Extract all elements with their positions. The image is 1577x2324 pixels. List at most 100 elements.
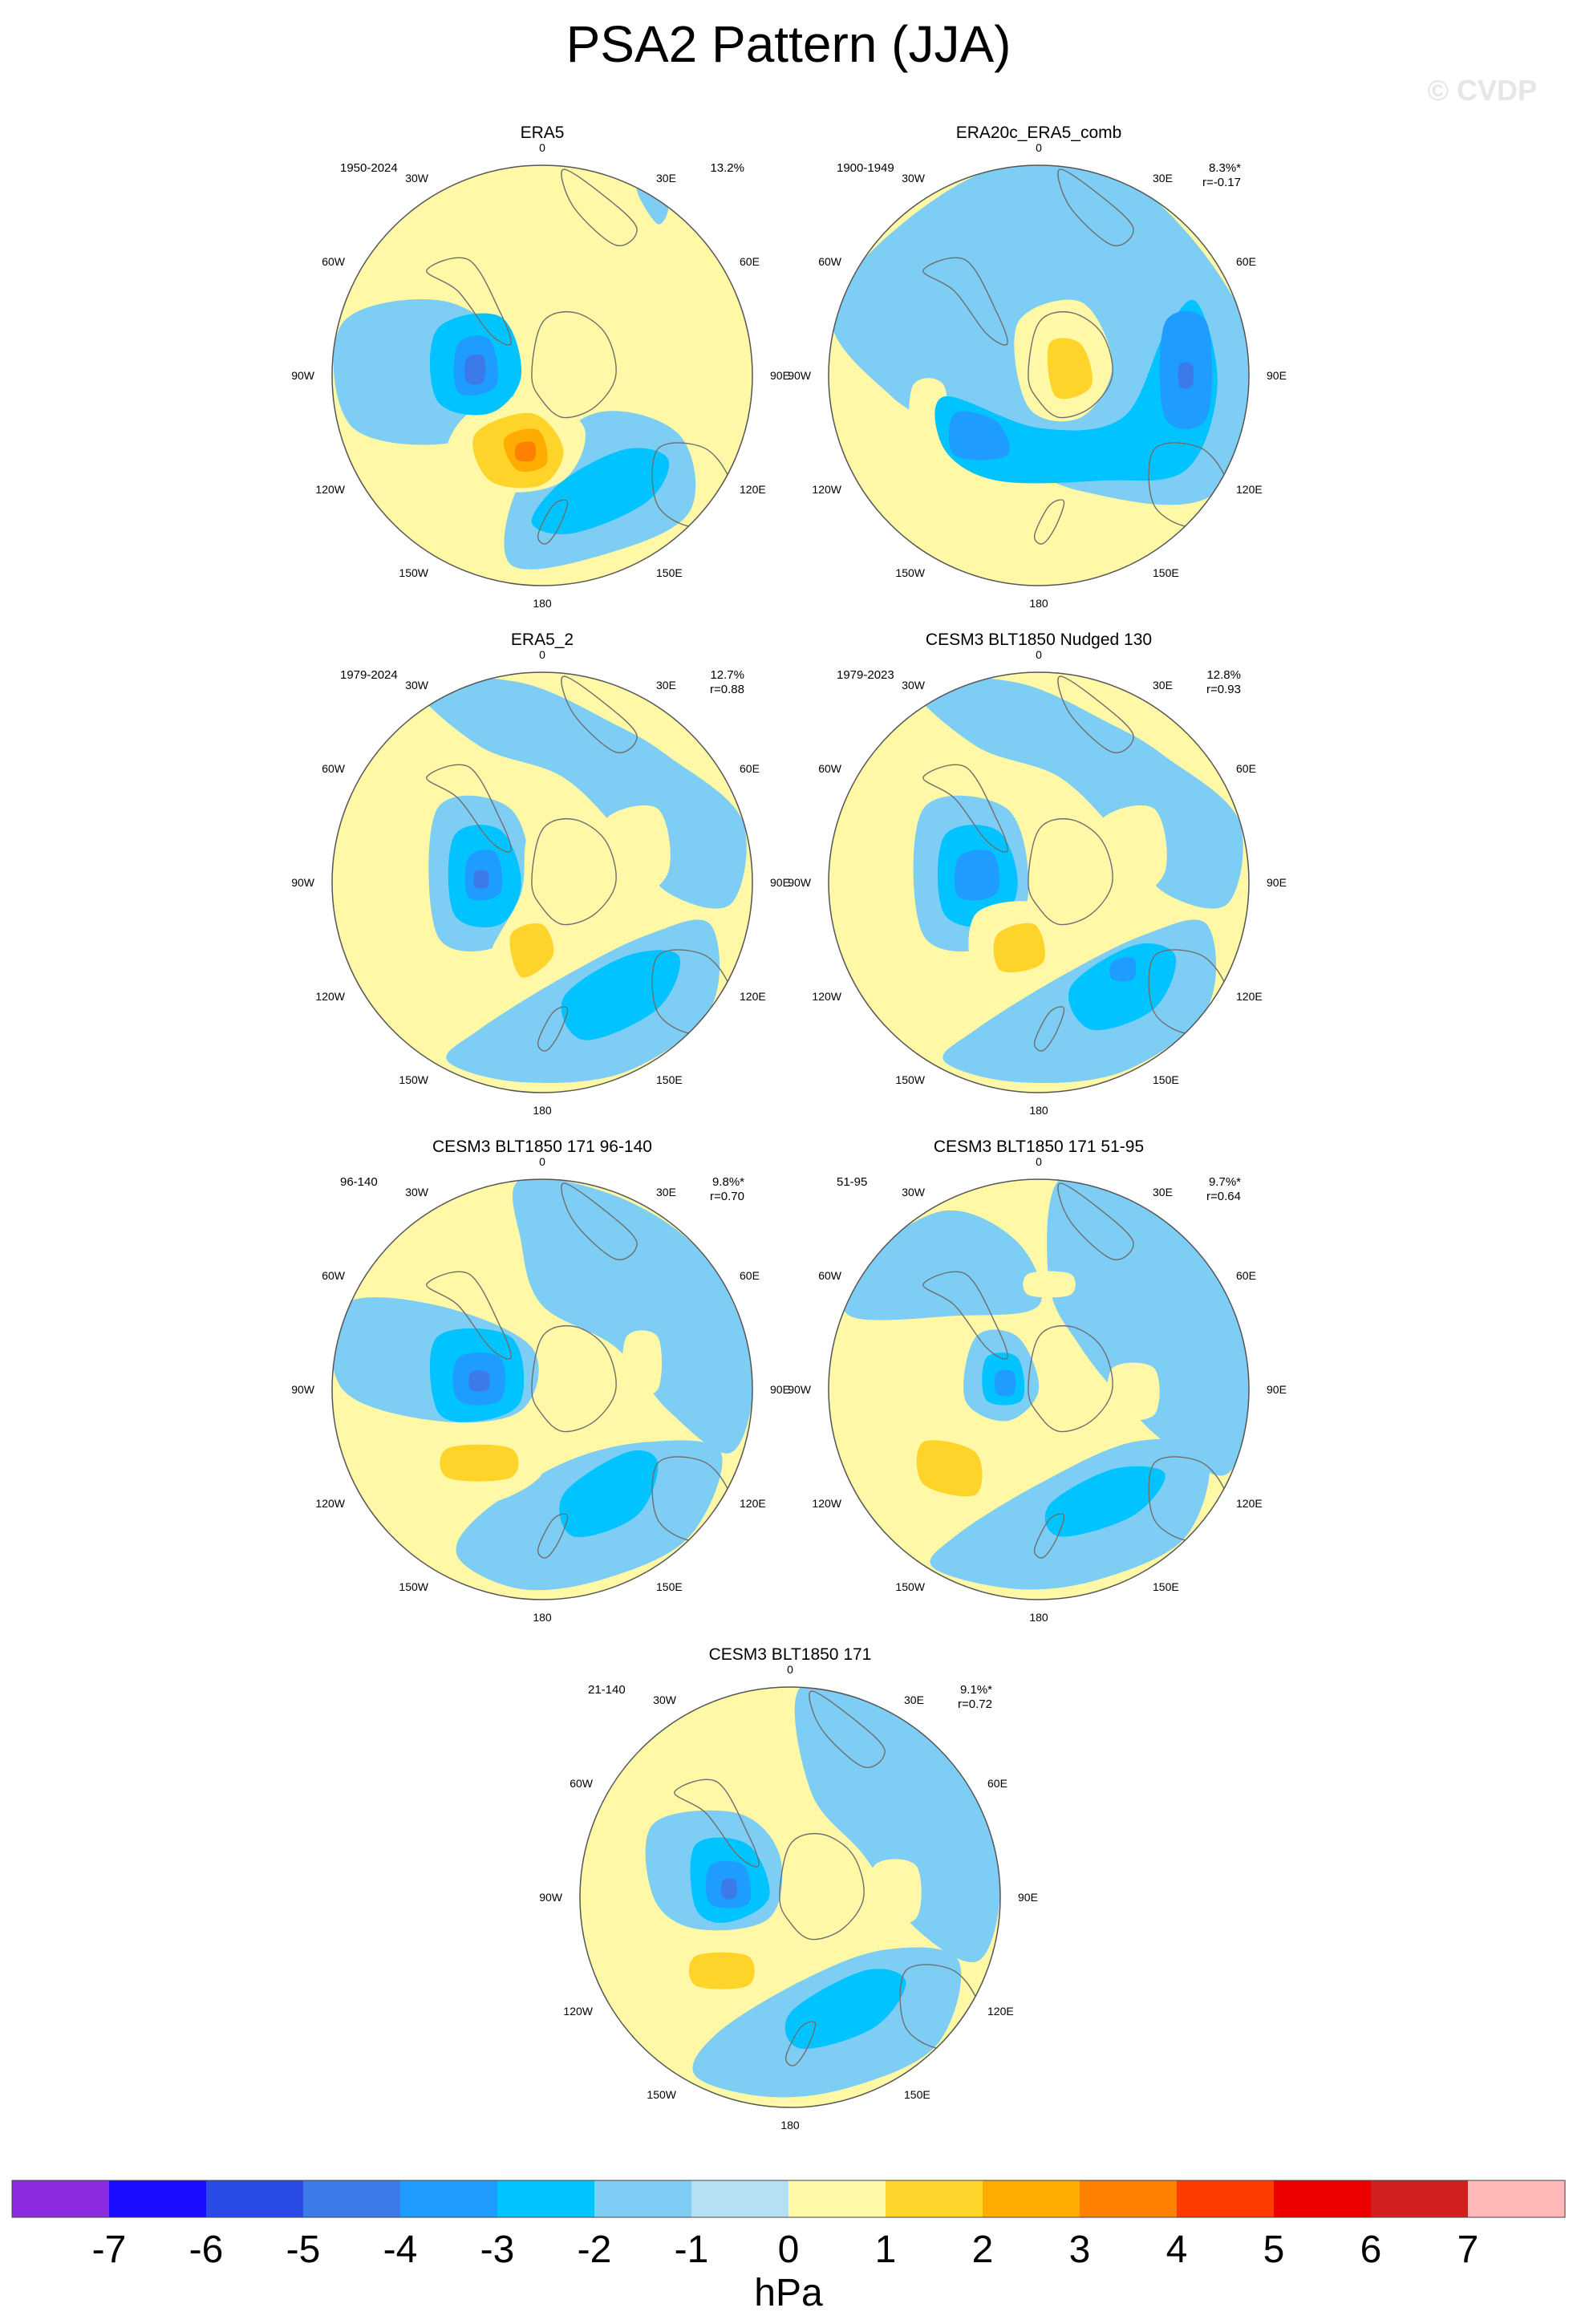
longitude-label: 30W [653,1693,677,1706]
longitude-label: 150W [895,1073,925,1086]
longitude-label: 0 [539,648,545,661]
period-label: 1950-2024 [340,161,398,175]
land-outline [809,1690,886,1769]
land-outline [1057,675,1134,754]
longitude-label: 90W [788,1383,812,1396]
contour-region [721,1878,737,1900]
panels-layer: 0 30E 60E 90E 120E 150E 180 150W 120W 90W 60W 30W ER… [291,124,1287,2131]
longitude-label: 150W [399,1073,428,1086]
map-panel: 0 30E 60E 90E 120E 150E 180 150W 120W 90W 60W 30W CE… [788,1138,1287,1624]
contour-region [1023,1271,1076,1298]
longitude-label: 60E [740,762,760,775]
panel-title: ERA5_2 [511,631,574,649]
map-field [580,1687,1000,2107]
longitude-label: 120W [315,1497,345,1510]
longitude-label: 60W [818,762,842,775]
longitude-label: 60E [740,1269,760,1282]
longitude-label: 150E [1153,566,1179,579]
longitude-label: 180 [533,597,552,610]
period-label: 51-95 [837,1175,867,1189]
longitude-label: 150E [1153,1073,1179,1086]
longitude-label: 30W [405,679,429,692]
period-label: 1979-2024 [340,668,398,682]
land-outline [561,1182,638,1261]
land-outline [426,764,512,853]
longitude-label: 90W [291,369,315,382]
longitude-label: 120E [1236,1497,1263,1510]
longitude-label: 180 [1029,1104,1048,1117]
longitude-label: 60W [322,1269,346,1282]
colorbar-swatch [788,2180,886,2217]
contour-region [473,870,489,889]
longitude-label: 120W [315,483,345,496]
longitude-label: 30W [405,1186,429,1199]
panel-title: CESM3 BLT1850 171 96-140 [432,1138,652,1156]
contour-region [531,448,670,534]
longitude-label: 120E [1236,990,1263,1003]
stat-label: r=0.72 [958,1697,992,1711]
longitude-label: 120E [740,1497,766,1510]
map-field [332,672,752,1093]
colorbar-tick-label: -4 [383,2229,418,2271]
contour-region [1097,805,1167,904]
longitude-label: 90E [770,1383,790,1396]
longitude-label: 0 [539,1155,545,1168]
longitude-label: 120W [315,990,345,1003]
longitude-label: 60E [987,1777,1007,1790]
longitude-label: 30E [1153,679,1173,692]
land-outline [1033,499,1065,545]
longitude-label: 150W [895,566,925,579]
longitude-label: 180 [533,1611,552,1624]
panel-title: ERA5 [521,124,565,142]
longitude-label: 60W [818,1269,842,1282]
stat-label: 9.8%* [712,1175,744,1189]
contour-region [1047,338,1093,400]
longitude-label: 90E [1267,1383,1287,1396]
colorbar-tick-label: -5 [286,2229,321,2271]
longitude-label: 0 [1036,1155,1042,1168]
land-outline [922,1271,1008,1360]
longitude-label: 90E [770,369,790,382]
stat-label: 13.2% [710,161,744,175]
contour-region [464,354,486,385]
land-outline [537,1006,569,1052]
colorbar-tick-label: -7 [92,2229,127,2271]
period-label: 1979-2023 [837,668,894,682]
colorbar-swatch [886,2180,983,2217]
colorbar-swatch [12,2180,110,2217]
colorbar-tick-label: -2 [578,2229,612,2271]
land-outline [426,1271,512,1360]
colorbar-tick-label: 0 [778,2229,800,2271]
longitude-label: 180 [1029,1611,1048,1624]
contour-region [869,1859,922,1925]
contour-region [604,294,682,397]
contour-region [1044,1466,1166,1537]
longitude-label: 120W [812,483,841,496]
stat-label: r=0.64 [1206,1190,1241,1203]
longitude-label: 90E [1267,369,1287,382]
longitude-label: 120E [987,2005,1014,2018]
colorbar-swatch [1468,2180,1566,2217]
longitude-label: 150E [656,1580,683,1593]
map-border [828,164,1250,586]
longitude-label: 30E [1153,172,1173,185]
period-label: 21-140 [588,1683,626,1697]
period-label: 1900-1949 [837,161,894,175]
longitude-label: 60E [1236,1269,1256,1282]
colorbar-swatch [206,2180,304,2217]
land-outline [561,675,638,754]
stat-label: r=0.88 [710,683,744,696]
contour-region [1178,362,1194,389]
map-field [332,1179,752,1600]
longitude-label: 90W [788,876,812,889]
colorbar-frame [11,2180,1566,2218]
land-outline [1033,1006,1065,1052]
map-border [331,1178,753,1600]
land-outline [674,1778,760,1868]
longitude-label: 30W [405,172,429,185]
land-outline [531,310,617,419]
longitude-label: 30W [902,172,926,185]
colorbar-tick-label: -6 [189,2229,224,2271]
contour-region [392,856,420,909]
period-label: 96-140 [340,1175,378,1189]
